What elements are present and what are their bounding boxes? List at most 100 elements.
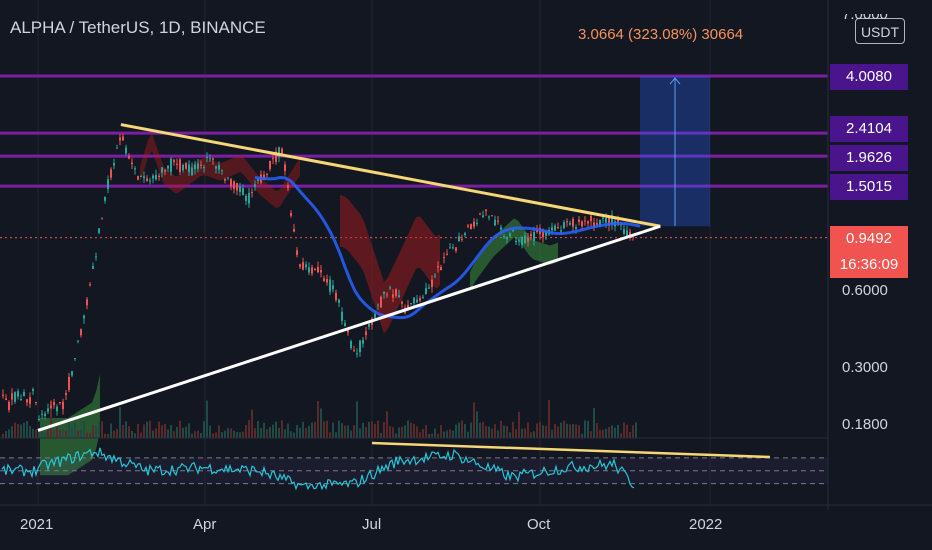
volume-bar: [326, 420, 328, 438]
candle-body: [179, 159, 181, 173]
candle-body: [377, 304, 379, 306]
candle-body: [29, 397, 31, 404]
volume-bar: [254, 428, 256, 438]
volume-bar: [41, 426, 43, 438]
volume-bar: [470, 422, 472, 438]
y-tick-label: 0.6000: [842, 282, 888, 299]
candle-body: [50, 405, 52, 408]
candle-body: [209, 158, 211, 160]
candle-body: [38, 419, 40, 421]
candle-body: [26, 399, 28, 403]
y-tick-label: 0.1800: [842, 416, 888, 433]
resistance-levels: [0, 74, 828, 239]
volume-bar: [632, 425, 634, 438]
volume-bar: [584, 420, 586, 438]
candle-body: [395, 289, 397, 297]
volume-bar: [278, 427, 280, 438]
volume-bar: [464, 424, 466, 438]
candle-body: [299, 264, 301, 267]
candle-body: [359, 340, 361, 353]
volume-bar: [191, 433, 193, 438]
volume-bar: [617, 424, 619, 438]
volume-bar: [416, 426, 418, 438]
candle-body: [563, 222, 565, 229]
price-label-1-9626: 1.9626: [830, 145, 908, 171]
candle-body: [416, 299, 418, 303]
volume-bar: [560, 422, 562, 438]
volume-bar: [179, 420, 181, 438]
volume-bar: [467, 431, 469, 438]
volume-bar: [452, 430, 454, 438]
volume-bar: [545, 425, 547, 438]
volume-bar: [428, 433, 430, 438]
candle-body: [455, 247, 457, 251]
candle-body: [107, 179, 109, 190]
candle-body: [599, 219, 601, 227]
candle-body: [176, 163, 178, 165]
candle-body: [368, 323, 370, 327]
volume-bar: [5, 431, 7, 438]
candle-body: [32, 389, 34, 392]
candle-body: [119, 137, 121, 141]
volume-bar: [236, 431, 238, 438]
volume-bar: [299, 427, 301, 438]
candle-body: [437, 266, 439, 268]
candle-body: [56, 406, 58, 412]
candle-body: [566, 221, 568, 223]
candle-body: [311, 267, 313, 274]
volume-bar: [164, 423, 166, 438]
volume-bar: [143, 424, 145, 438]
volume-bar: [248, 420, 250, 438]
candle-body: [461, 239, 463, 241]
volume-bar: [128, 426, 130, 438]
candle-body: [122, 136, 124, 141]
volume-bar: [233, 430, 235, 438]
candle-body: [605, 218, 607, 223]
volume-bar: [311, 422, 313, 438]
candle-body: [128, 156, 130, 159]
volume-bar: [83, 421, 85, 438]
volume-bar: [554, 423, 556, 438]
candle-body: [332, 285, 334, 290]
volume-bar: [320, 408, 322, 438]
volume-bar: [266, 429, 268, 438]
volume-bar: [239, 432, 241, 438]
volume-bar: [137, 424, 139, 438]
volume-bar: [17, 424, 19, 438]
price-label-2-4104: 2.4104: [830, 116, 908, 142]
candle-body: [344, 323, 346, 327]
currency-button[interactable]: USDT: [855, 18, 905, 44]
volume-bar: [338, 420, 340, 438]
candle-body: [458, 236, 460, 242]
volume-bar: [527, 422, 529, 438]
volume-bar: [635, 422, 637, 438]
candle-body: [530, 233, 532, 237]
candle-body: [137, 176, 139, 180]
candle-body: [419, 298, 421, 301]
volume-bar: [434, 428, 436, 438]
volume-bar: [23, 422, 25, 438]
candle-body: [350, 341, 352, 349]
volume-bar: [221, 432, 223, 438]
volume-bar: [392, 427, 394, 438]
volume-bar: [377, 420, 379, 438]
volume-bar: [593, 407, 595, 438]
volume-bar: [80, 429, 82, 438]
volume-bar: [542, 425, 544, 438]
candle-body: [554, 225, 556, 231]
candle-body: [623, 229, 625, 234]
candle-body: [380, 296, 382, 308]
candle-body: [206, 156, 208, 159]
volume-bar: [479, 422, 481, 438]
candle-body: [170, 158, 172, 173]
candle-body: [308, 267, 310, 273]
volume-bar: [605, 428, 607, 438]
volume-bar: [401, 426, 403, 438]
volume-bar: [608, 426, 610, 438]
candle-body: [374, 313, 376, 318]
rsi-trendline: [371, 441, 771, 459]
candle-body: [125, 147, 127, 154]
volume-bar: [569, 424, 571, 438]
volume-bar: [440, 425, 442, 438]
